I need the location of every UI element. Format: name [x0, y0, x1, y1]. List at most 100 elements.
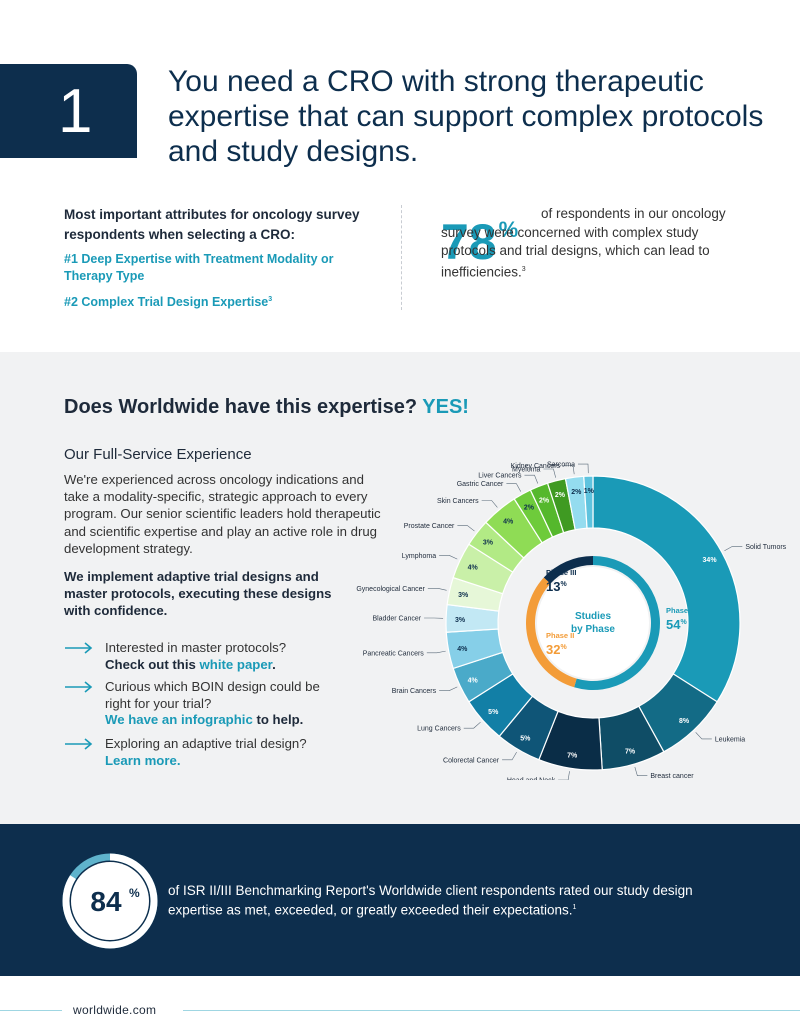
- white-paper-link[interactable]: white paper: [199, 656, 273, 672]
- value-label-lung-cancers: 5%: [488, 709, 499, 716]
- value-label-gastric-cancer: 2%: [524, 504, 535, 511]
- indication-label-brain-cancers: Brain Cancers: [392, 688, 437, 695]
- expertise-question-text: Does Worldwide have this expertise?: [64, 396, 418, 418]
- value-label-gynecological-cancer: 3%: [458, 592, 469, 599]
- indication-label-lymphoma: Lymphoma: [402, 553, 436, 560]
- stat-84-description: of ISR II/III Benchmarking Report's Worl…: [168, 883, 693, 918]
- value-label-pancreatic-cancers: 4%: [457, 646, 468, 653]
- indication-label-gynecological-cancer: Gynecological Cancer: [356, 586, 425, 593]
- attribute-2-ref: 3: [268, 296, 273, 303]
- link-line1: Interested in master protocols?: [105, 640, 287, 655]
- footer-url[interactable]: worldwide.com: [73, 1003, 157, 1017]
- value-label-myeloma: 2%: [555, 492, 566, 499]
- attribute-1: #1 Deep Expertise with Treatment Modalit…: [64, 252, 334, 283]
- experience-body: We're experienced across oncology indica…: [64, 472, 381, 556]
- value-label-sarcoma: 1%: [584, 488, 595, 495]
- leader-gastric-cancer: [506, 483, 521, 492]
- leader-kidney-cancers: [563, 464, 575, 475]
- section-number: 1: [58, 77, 93, 146]
- stat-78-description: of respondents in our oncology survey we…: [441, 206, 726, 279]
- indication-label-myeloma: Myeloma: [512, 466, 541, 473]
- value-label-prostate-cancer: 3%: [483, 539, 494, 546]
- indication-label-solid-tumors: Solid Tumors: [745, 544, 786, 551]
- stat-78-ref: 3: [521, 265, 526, 273]
- indication-label-breast-cancer: Breast cancer: [650, 773, 694, 780]
- link-boin-text: Curious which BOIN design could be right…: [105, 679, 320, 729]
- indication-label-pancreatic-cancers: Pancreatic Cancers: [363, 650, 425, 657]
- arrow-right-icon: [65, 642, 93, 654]
- stat-84-number: 84: [90, 886, 122, 917]
- arrow-right-icon: [65, 738, 93, 750]
- value-label-kidney-cancers: 2%: [571, 489, 582, 496]
- stat-78-unit: %: [498, 217, 519, 242]
- indication-label-colorectal-cancer: Colorectal Cancer: [443, 757, 500, 764]
- link-adaptive-text: Exploring an adaptive trial design? Learn…: [105, 736, 355, 769]
- leader-head-and-neck: [558, 771, 570, 780]
- center-label-line2: by Phase: [571, 624, 615, 635]
- leader-breast-cancer: [634, 766, 648, 776]
- experience-subtitle: Our Full-Service Experience: [64, 446, 252, 463]
- leader-solid-tumors: [724, 546, 743, 551]
- segment-solid-tumors: [592, 475, 741, 703]
- footer-rule-right: [183, 1010, 800, 1011]
- phase-segment-phase-ii: [526, 577, 577, 688]
- indication-label-sarcoma: Sarcoma: [547, 462, 575, 469]
- segment-sarcoma: [583, 475, 594, 529]
- leader-leukemia: [695, 732, 712, 740]
- section-number-block: 1: [0, 64, 137, 158]
- link-line1: Exploring an adaptive trial design?: [105, 736, 307, 751]
- leader-myeloma: [543, 468, 556, 478]
- indication-label-kidney-cancers: Kidney Cancers: [511, 463, 561, 470]
- infographic-link[interactable]: We have an infographic: [105, 712, 253, 727]
- value-label-lymphoma: 4%: [468, 564, 479, 571]
- value-label-colorectal-cancer: 5%: [520, 735, 531, 742]
- stat-84-ring: 84 %: [62, 853, 158, 949]
- phase-segment-phase-iii: [543, 556, 593, 584]
- indication-label-leukemia: Leukemia: [715, 736, 745, 743]
- adaptive-statement: We implement adaptive trial designs and …: [64, 569, 332, 619]
- expertise-question: Does Worldwide have this expertise? YES!: [64, 396, 469, 419]
- leader-colorectal-cancer: [502, 751, 517, 761]
- link-post: to help.: [252, 712, 304, 727]
- leader-prostate-cancer: [457, 525, 475, 532]
- leader-pancreatic-cancers: [426, 650, 446, 654]
- value-label-breast-cancer: 7%: [625, 749, 636, 756]
- phase-value-phase-i: 54%: [666, 617, 687, 632]
- indication-label-skin-cancers: Skin Cancers: [437, 498, 479, 505]
- expertise-answer: YES!: [422, 396, 469, 418]
- phase-name-phase-ii: Phase II: [546, 631, 574, 640]
- donut-center: [537, 567, 649, 679]
- value-label-brain-cancers: 4%: [468, 678, 479, 685]
- value-label-liver-cancers: 2%: [539, 497, 550, 504]
- link-bold: Check out this: [105, 656, 200, 672]
- stat-84-text: of ISR II/III Benchmarking Report's Worl…: [168, 882, 748, 919]
- attribute-2-text: #2 Complex Trial Design Expertise: [64, 295, 269, 310]
- link-master-protocols-text: Interested in master protocols? Check out…: [105, 640, 355, 673]
- stat-78-number: 78: [441, 214, 497, 270]
- leader-lymphoma: [439, 555, 458, 560]
- value-label-leukemia: 8%: [679, 718, 690, 725]
- stat-84-unit: %: [129, 886, 140, 900]
- link-post: .: [272, 656, 276, 672]
- learn-more-link[interactable]: Learn more.: [105, 752, 181, 768]
- leader-sarcoma: [578, 463, 589, 474]
- phase-name-phase-iii: Phase III: [546, 568, 576, 577]
- indication-label-lung-cancers: Lung Cancers: [417, 726, 461, 733]
- leader-gynecological-cancer: [427, 588, 447, 591]
- attributes-title: Most important attributes for oncology s…: [64, 207, 360, 242]
- indication-label-prostate-cancer: Prostate Cancer: [404, 523, 455, 530]
- indication-label-head-and-neck: Head and Neck: [507, 778, 556, 780]
- arrow-right-icon: [65, 681, 93, 693]
- ring-fill: [62, 853, 158, 949]
- leader-lung-cancers: [463, 721, 481, 729]
- center-label-line1: Studies: [575, 611, 612, 622]
- studies-donut-chart: 34% Solid Tumors 8% Leukemia 7% Breast cancer…: [356, 462, 787, 780]
- section-headline: You need a CRO with strong therapeutic e…: [168, 65, 764, 168]
- leader-brain-cancers: [439, 686, 458, 691]
- value-label-solid-tumors: 34%: [703, 557, 718, 564]
- ring-center: [71, 862, 149, 940]
- indication-label-liver-cancers: Liver Cancers: [478, 473, 522, 480]
- attribute-2: #2 Complex Trial Design Expertise3: [64, 291, 384, 311]
- value-label-skin-cancers: 4%: [503, 519, 514, 526]
- stat-78-text: of respondents in our oncology survey we…: [441, 205, 741, 282]
